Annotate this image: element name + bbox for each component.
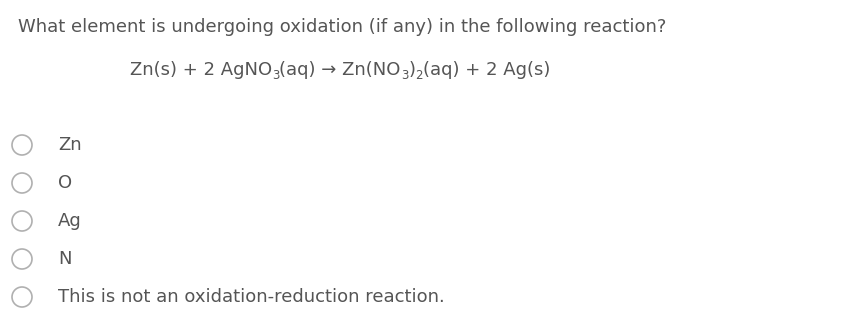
Text: 3: 3 bbox=[272, 69, 279, 82]
Text: (aq) + 2 Ag(s): (aq) + 2 Ag(s) bbox=[423, 61, 550, 79]
Text: ): ) bbox=[408, 61, 415, 79]
Text: 2: 2 bbox=[415, 69, 423, 82]
Text: Zn: Zn bbox=[58, 136, 82, 154]
Text: What element is undergoing oxidation (if any) in the following reaction?: What element is undergoing oxidation (if… bbox=[18, 18, 666, 36]
Text: O: O bbox=[58, 174, 72, 192]
Text: Ag: Ag bbox=[58, 212, 82, 230]
Text: N: N bbox=[58, 250, 71, 268]
Text: Zn(s) + 2 AgNO: Zn(s) + 2 AgNO bbox=[130, 61, 272, 79]
Text: 3: 3 bbox=[401, 69, 408, 82]
Text: This is not an oxidation-reduction reaction.: This is not an oxidation-reduction react… bbox=[58, 288, 445, 306]
Text: (aq) → Zn(NO: (aq) → Zn(NO bbox=[279, 61, 401, 79]
